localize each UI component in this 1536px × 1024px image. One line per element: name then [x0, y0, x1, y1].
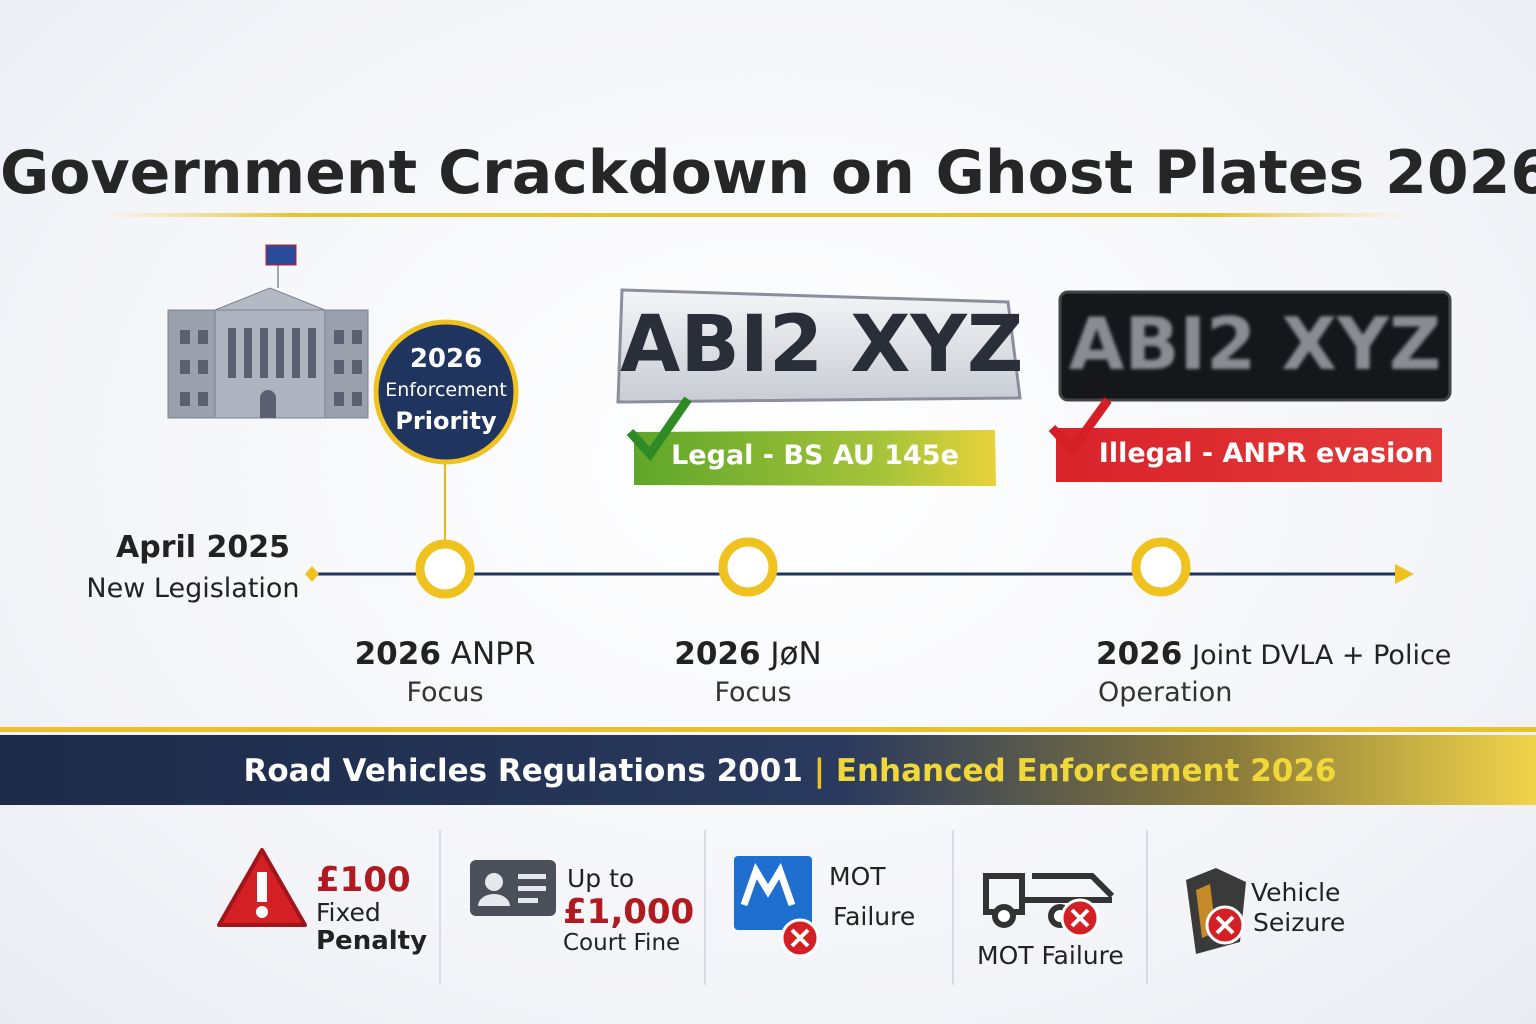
badge-line: Priority	[395, 407, 497, 435]
check-icon	[626, 396, 692, 462]
milestone: 2026 JøN	[598, 636, 898, 672]
legal-label-bg	[634, 430, 996, 486]
illegal-plate	[1058, 290, 1452, 402]
milestone-year: 2026	[354, 636, 441, 672]
penalty-text: Court Fine	[563, 930, 681, 956]
milestone-label: Joint DVLA + Police	[1192, 640, 1452, 671]
badge-line: 2026	[409, 344, 483, 374]
milestone: 2026 ANPR	[295, 636, 595, 672]
banner-right: Enhanced Enforcement 2026	[835, 753, 1337, 789]
warning-icon	[217, 848, 307, 927]
priority-badge	[373, 319, 519, 465]
banner-rule	[0, 727, 1536, 732]
penalty-text: Fixed	[316, 898, 381, 927]
cross-check-icon	[1048, 397, 1112, 458]
seizure-icon	[1186, 868, 1246, 954]
mot-icon	[734, 856, 820, 958]
parliament-icon	[167, 244, 369, 419]
dividers	[439, 830, 1148, 985]
penalty-amount: £1,000	[563, 892, 695, 932]
penalty-text: MOT	[829, 862, 886, 891]
milestone-label: ANPR	[450, 636, 536, 672]
milestone-label: JøN	[770, 636, 822, 672]
penalty-amount: £100	[316, 860, 411, 900]
title: Government Crackdown on Ghost Plates 202…	[0, 138, 1536, 208]
timeline-start-label: New Legislation	[86, 573, 300, 604]
banner-left: Road Vehicles Regulations 2001	[243, 753, 803, 789]
milestone-sub: Operation	[1098, 677, 1233, 708]
penalty-text: Vehicle	[1251, 878, 1341, 907]
banner	[0, 735, 1536, 805]
timeline-start-date: April 2025	[116, 530, 290, 565]
milestone-year: 2026	[1096, 636, 1183, 672]
timeline-nodes	[415, 537, 1191, 599]
plate-label: Legal - BS AU 145e	[671, 440, 959, 471]
banner-text: Road Vehicles Regulations 2001 | Enhance…	[0, 753, 1536, 789]
id-card-icon	[470, 860, 556, 916]
banner-separator: |	[813, 753, 826, 789]
milestone-sub: Focus	[406, 677, 484, 708]
plate-text: ABI2 XYZ	[620, 300, 1024, 390]
penalty-text: MOT Failure	[977, 941, 1124, 970]
penalty-text: Seizure	[1253, 908, 1346, 937]
penalty-text: Up to	[567, 864, 635, 893]
legal-plate	[616, 288, 1022, 404]
plate-text: ABI2 XYZ	[1068, 302, 1442, 386]
timeline-arrow	[1395, 564, 1414, 584]
badge-line: Enforcement	[385, 379, 507, 401]
milestone-sub: Focus	[714, 677, 792, 708]
title-underline	[100, 213, 1410, 217]
timeline-start	[305, 566, 319, 582]
milestone: 2026 Joint DVLA + Police	[1096, 636, 1451, 672]
plate-label: Illegal - ANPR evasion	[1098, 438, 1434, 469]
milestone-year: 2026	[674, 636, 761, 672]
truck-icon	[983, 873, 1115, 938]
penalty-text: Penalty	[316, 926, 428, 956]
penalty-text: Failure	[833, 902, 916, 931]
illegal-label-bg	[1056, 428, 1442, 482]
